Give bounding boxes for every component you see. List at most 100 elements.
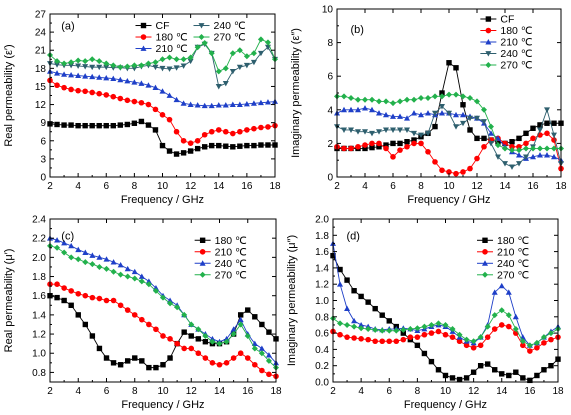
data-point bbox=[516, 135, 522, 142]
data-point bbox=[96, 58, 103, 65]
legend-marker bbox=[199, 237, 206, 243]
data-point bbox=[446, 91, 452, 98]
y-tick-label: 2.0 bbox=[315, 215, 329, 226]
data-point bbox=[188, 333, 194, 339]
data-point bbox=[229, 50, 236, 57]
data-point bbox=[351, 288, 357, 294]
data-point bbox=[187, 140, 194, 146]
data-point bbox=[512, 326, 519, 333]
legend-marker bbox=[140, 34, 147, 40]
data-point bbox=[421, 323, 428, 330]
data-point bbox=[265, 352, 272, 358]
data-point bbox=[467, 115, 473, 122]
data-point bbox=[376, 98, 382, 105]
data-point bbox=[251, 125, 257, 132]
data-point bbox=[181, 345, 187, 352]
panel-a-chart: 2 4 6 8 10 12 14 16 180369121518212427Frequency … bbox=[3, 10, 281, 207]
data-point bbox=[230, 331, 237, 338]
data-point bbox=[68, 122, 74, 128]
data-point bbox=[61, 297, 67, 304]
data-point bbox=[362, 96, 368, 103]
y-tick-label: 6 bbox=[327, 72, 333, 83]
data-point bbox=[103, 256, 110, 262]
data-point bbox=[258, 350, 265, 357]
data-point bbox=[435, 320, 442, 327]
x-tick-label: 2 bbox=[334, 181, 340, 192]
data-point bbox=[411, 96, 417, 103]
data-point bbox=[209, 360, 216, 366]
data-point bbox=[173, 96, 180, 103]
data-point bbox=[425, 95, 431, 102]
data-point bbox=[54, 244, 61, 251]
legend-marker bbox=[198, 34, 205, 41]
x-tick-label: 8 bbox=[415, 386, 421, 397]
data-point bbox=[453, 111, 459, 118]
data-point bbox=[89, 122, 95, 129]
legend-marker bbox=[485, 51, 492, 57]
data-point bbox=[337, 281, 344, 287]
data-point bbox=[376, 140, 382, 147]
data-point bbox=[344, 334, 350, 340]
x-tick-label: 10 bbox=[157, 181, 169, 192]
data-point bbox=[481, 106, 487, 113]
panel-label: (d) bbox=[347, 230, 360, 242]
data-point bbox=[222, 128, 229, 135]
data-point bbox=[103, 64, 110, 71]
data-point bbox=[160, 362, 166, 368]
data-point bbox=[460, 120, 466, 127]
data-point bbox=[195, 326, 202, 333]
data-point bbox=[264, 39, 271, 46]
data-point bbox=[124, 78, 131, 84]
legend-label: 240 ℃ bbox=[497, 258, 529, 270]
data-point bbox=[237, 350, 244, 357]
data-point bbox=[138, 99, 145, 106]
y-tick-label: 1.8 bbox=[315, 231, 329, 242]
data-point bbox=[166, 116, 173, 123]
x-tick-label: 6 bbox=[104, 386, 110, 397]
data-point bbox=[222, 65, 229, 72]
data-point bbox=[537, 145, 543, 152]
data-point bbox=[548, 336, 554, 343]
data-point bbox=[117, 302, 124, 309]
legend-marker bbox=[485, 62, 492, 69]
data-point bbox=[414, 342, 421, 349]
data-point bbox=[470, 338, 477, 345]
data-point bbox=[103, 265, 110, 272]
data-point bbox=[96, 90, 103, 97]
data-point bbox=[379, 338, 386, 345]
data-point bbox=[166, 54, 173, 61]
data-point bbox=[481, 135, 487, 142]
y-tick-label: 18 bbox=[35, 64, 47, 75]
data-point bbox=[390, 100, 396, 107]
data-point bbox=[474, 115, 480, 122]
data-point bbox=[139, 358, 145, 364]
data-point bbox=[201, 39, 208, 46]
data-point bbox=[453, 170, 459, 177]
data-point bbox=[400, 326, 407, 333]
data-point bbox=[516, 147, 522, 154]
panel-c-chart: 2 4 6 8 10 12 14 16 18 0.8 1.0 1.2 1.4 1.6 1.8 2.0 2.2 2.… bbox=[3, 215, 282, 412]
data-point bbox=[110, 122, 116, 129]
data-point bbox=[516, 161, 522, 167]
data-point bbox=[89, 56, 96, 63]
x-tick-label: 6 bbox=[386, 386, 392, 397]
data-point bbox=[124, 121, 131, 128]
data-point bbox=[397, 147, 403, 153]
data-point bbox=[243, 62, 250, 69]
legend-marker bbox=[199, 271, 206, 278]
data-point bbox=[61, 122, 67, 128]
data-point bbox=[523, 140, 529, 147]
data-point bbox=[463, 342, 470, 349]
data-point bbox=[230, 144, 236, 150]
data-point bbox=[393, 338, 400, 345]
data-point bbox=[82, 321, 89, 328]
x-tick-label: 10 bbox=[440, 386, 452, 397]
data-point bbox=[167, 336, 173, 342]
data-point bbox=[491, 326, 498, 332]
data-point bbox=[520, 375, 526, 381]
data-point bbox=[386, 327, 393, 334]
y-tick-label: 2 bbox=[327, 139, 333, 150]
data-point bbox=[442, 321, 449, 328]
